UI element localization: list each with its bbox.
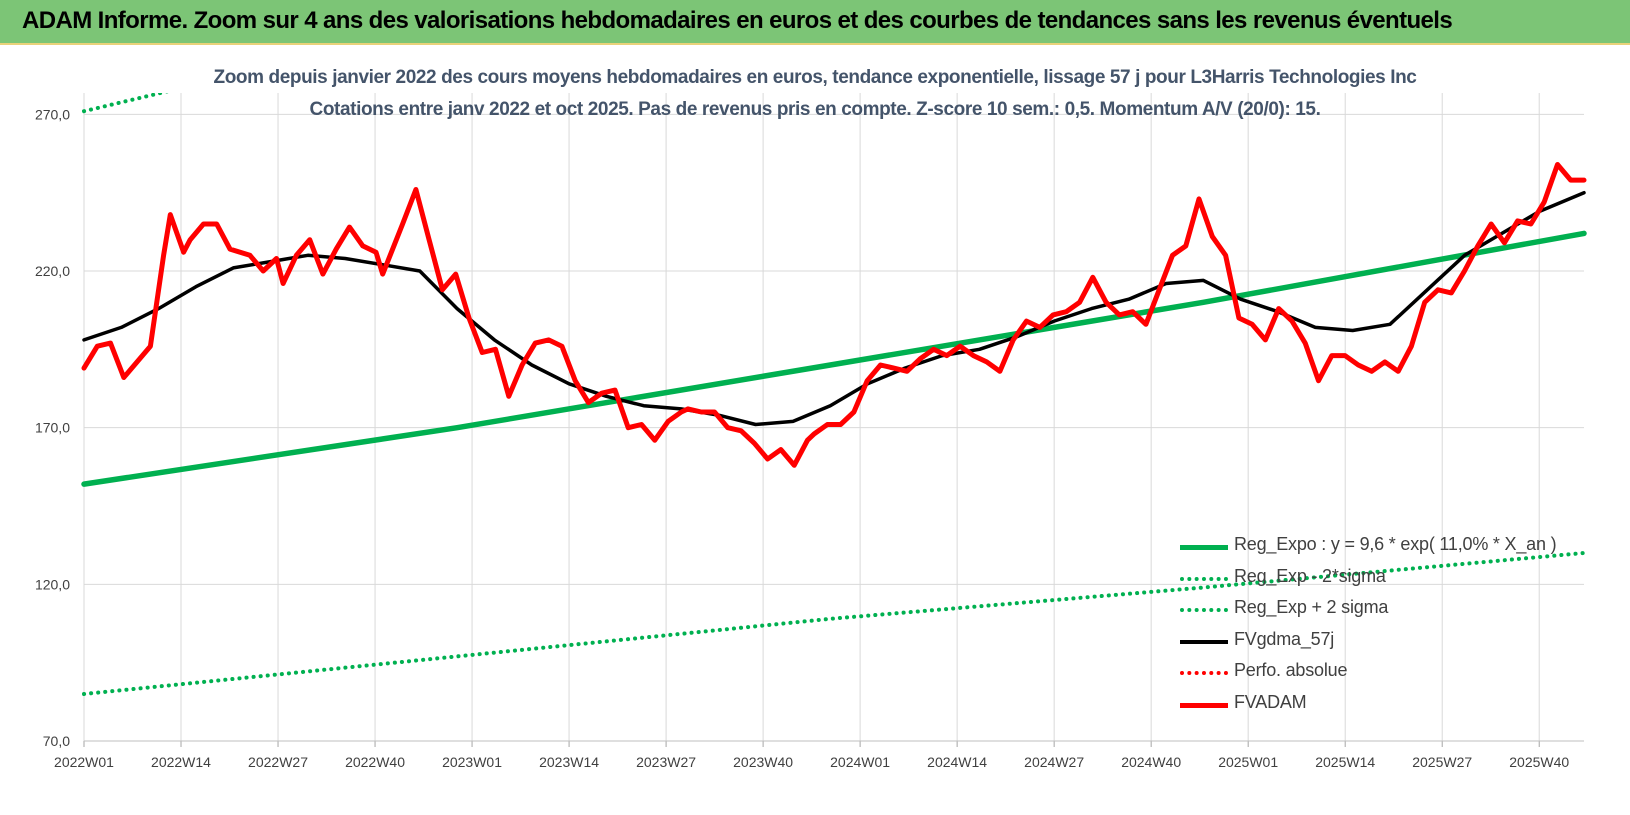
x-tick-label: 2023W01 [442,754,502,770]
line-chart: 70,0 120,0 170,0 220,0 270,0 2022W01 2022W14 20… [35,93,1587,770]
y-tick-label: 170,0 [35,420,70,436]
x-tick-label: 2025W01 [1218,754,1278,770]
x-tick-label: 2023W40 [733,754,793,770]
x-tick-label: 2024W40 [1121,754,1181,770]
x-tick-label: 2025W14 [1315,754,1375,770]
reg-expo-line [81,230,1587,487]
legend-swatch [1180,702,1228,708]
report-title: ADAM Informe. Zoom sur 4 ans des valoris… [22,7,1453,34]
x-tick-label: 2023W14 [539,754,599,770]
legend-swatch [1180,608,1228,612]
chart-title: Zoom depuis janvier 2022 des cours moyen… [213,67,1417,88]
x-tick-label: 2023W27 [636,754,696,770]
x-tick-label: 2025W27 [1412,754,1472,770]
y-tick-label: 270,0 [35,106,70,122]
x-tick-label: 2022W40 [345,754,405,770]
x-tick-label: 2022W27 [248,754,308,770]
report-banner: ADAM Informe. Zoom sur 4 ans des valoris… [0,0,1630,45]
chart-subtitle: Cotations entre janv 2022 et oct 2025. P… [309,99,1321,120]
legend-label: Reg_Expo : y = 9,6 * exp( 11,0% * X_an ) [1234,534,1557,554]
fvadam-line [81,162,1587,468]
legend-label: Perfo. absolue [1234,660,1348,680]
reg-exp-minus-2sigma-line [82,551,1586,696]
x-tick-label: 2024W27 [1024,754,1084,770]
y-tick-label: 70,0 [43,733,70,749]
legend-swatch [1180,671,1228,675]
y-tick-label: 120,0 [35,576,70,592]
x-tick-label: 2024W14 [927,754,987,770]
legend-swatch [1180,639,1228,644]
legend-swatch [1180,576,1228,581]
legend-label: FVgdma_57j [1234,628,1335,649]
fvgdma-57j-line [82,190,1586,427]
y-tick-label: 220,0 [35,263,70,279]
legend-label: Reg_Exp - 2*sigma [1234,565,1386,586]
legend-label: Reg_Exp + 2 sigma [1234,597,1389,617]
chart-area: 70,0 120,0 170,0 220,0 270,0 2022W01 2022W14 20… [0,45,1630,815]
x-tick-label: 2025W40 [1509,754,1569,770]
x-tick-label: 2024W01 [830,754,890,770]
x-tick-label: 2022W01 [54,754,114,770]
legend-label: FVADAM [1234,691,1307,712]
legend-swatch [1180,545,1228,550]
x-tick-label: 2022W14 [151,754,211,770]
